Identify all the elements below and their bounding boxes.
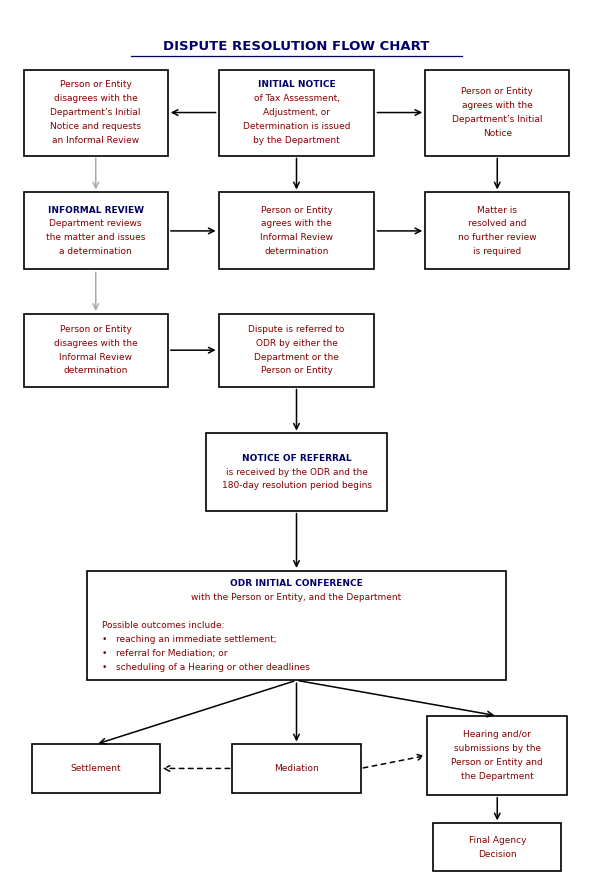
Text: INFORMAL REVIEW: INFORMAL REVIEW xyxy=(48,206,144,215)
Text: Matter is: Matter is xyxy=(477,206,517,215)
Text: Informal Review: Informal Review xyxy=(260,234,333,242)
Text: Notice: Notice xyxy=(483,129,512,138)
Text: of Tax Assessment,: of Tax Assessment, xyxy=(253,94,340,103)
Text: determination: determination xyxy=(63,367,128,376)
Bar xyxy=(206,433,387,511)
Text: disagrees with the: disagrees with the xyxy=(54,94,138,103)
Bar xyxy=(425,193,569,269)
Text: NOTICE OF REFERRAL: NOTICE OF REFERRAL xyxy=(242,454,351,463)
Text: Person or Entity: Person or Entity xyxy=(260,367,333,376)
Bar xyxy=(32,744,160,793)
Bar xyxy=(428,716,567,795)
Text: Department’s Initial: Department’s Initial xyxy=(50,108,141,117)
Text: Department’s Initial: Department’s Initial xyxy=(452,115,543,124)
Text: Department or the: Department or the xyxy=(254,353,339,361)
Text: determination: determination xyxy=(264,247,329,257)
Bar xyxy=(24,69,168,155)
Text: Informal Review: Informal Review xyxy=(59,353,132,361)
Bar xyxy=(425,69,569,155)
Text: ODR INITIAL CONFERENCE: ODR INITIAL CONFERENCE xyxy=(230,580,363,589)
Text: by the Department: by the Department xyxy=(253,136,340,145)
Bar xyxy=(433,823,561,871)
Text: ODR by either the: ODR by either the xyxy=(256,338,337,348)
Text: Final Agency: Final Agency xyxy=(468,836,526,845)
Text: DISPUTE RESOLUTION FLOW CHART: DISPUTE RESOLUTION FLOW CHART xyxy=(163,40,430,53)
Text: a determination: a determination xyxy=(59,247,132,257)
Text: no further review: no further review xyxy=(458,234,537,242)
Text: Person or Entity and: Person or Entity and xyxy=(451,757,543,766)
Bar xyxy=(232,744,361,793)
Bar xyxy=(219,313,374,386)
Text: •   scheduling of a Hearing or other deadlines: • scheduling of a Hearing or other deadl… xyxy=(101,662,310,671)
Text: resolved and: resolved and xyxy=(468,219,527,228)
Text: Hearing and/or: Hearing and/or xyxy=(463,730,531,739)
Text: agrees with the: agrees with the xyxy=(462,101,533,110)
Text: is required: is required xyxy=(473,247,521,257)
Bar xyxy=(219,193,374,269)
Text: •   reaching an immediate settlement;: • reaching an immediate settlement; xyxy=(101,635,276,644)
Text: Person or Entity: Person or Entity xyxy=(260,206,333,215)
Text: Notice and requests: Notice and requests xyxy=(50,122,141,131)
Text: Mediation: Mediation xyxy=(274,764,319,773)
Text: Possible outcomes include:: Possible outcomes include: xyxy=(101,621,224,630)
Text: Determination is issued: Determination is issued xyxy=(243,122,350,131)
Text: with the Person or Entity, and the Department: with the Person or Entity, and the Depar… xyxy=(192,593,401,602)
Text: the Department: the Department xyxy=(461,772,534,781)
Text: disagrees with the: disagrees with the xyxy=(54,338,138,348)
Text: 180-day resolution period begins: 180-day resolution period begins xyxy=(222,481,371,490)
Text: Decision: Decision xyxy=(478,850,517,859)
Text: •   referral for Mediation; or: • referral for Mediation; or xyxy=(101,649,227,658)
Bar xyxy=(24,313,168,386)
Bar xyxy=(24,193,168,269)
Text: Settlement: Settlement xyxy=(71,764,121,773)
Text: INITIAL NOTICE: INITIAL NOTICE xyxy=(258,80,335,90)
Text: Person or Entity: Person or Entity xyxy=(461,87,533,96)
Text: Adjustment, or: Adjustment, or xyxy=(263,108,330,117)
Text: submissions by the: submissions by the xyxy=(454,744,541,753)
Text: Person or Entity: Person or Entity xyxy=(60,325,132,334)
Text: agrees with the: agrees with the xyxy=(261,219,332,228)
Text: the matter and issues: the matter and issues xyxy=(46,234,145,242)
Text: Dispute is referred to: Dispute is referred to xyxy=(248,325,345,334)
Text: Person or Entity: Person or Entity xyxy=(60,80,132,90)
Text: is received by the ODR and the: is received by the ODR and the xyxy=(225,468,368,477)
Text: Department reviews: Department reviews xyxy=(49,219,142,228)
Text: an Informal Review: an Informal Review xyxy=(52,136,139,145)
Bar xyxy=(87,571,506,680)
Bar xyxy=(219,69,374,155)
